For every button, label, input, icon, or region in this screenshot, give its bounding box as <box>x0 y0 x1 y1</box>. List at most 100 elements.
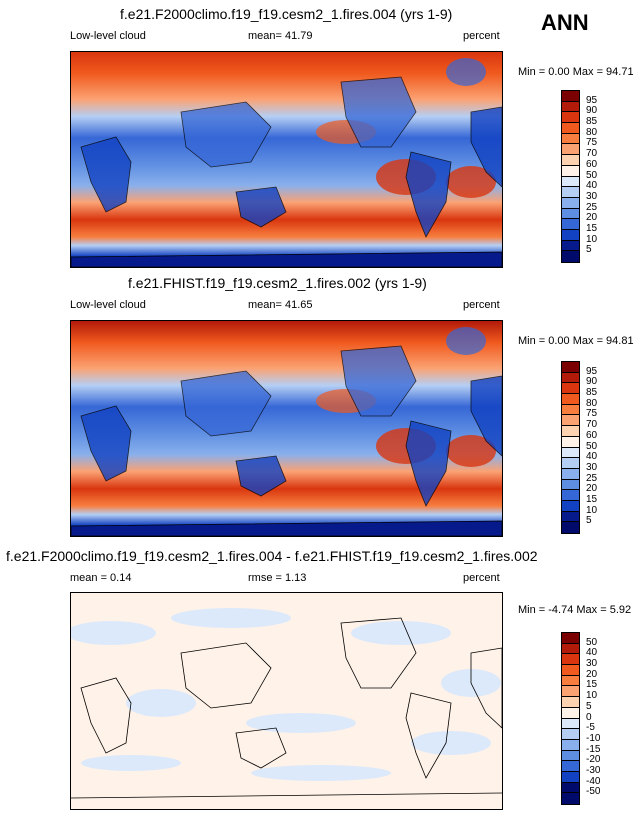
colorbar-swatch <box>562 447 579 459</box>
colorbar-tick-label: -30 <box>586 764 601 776</box>
colorbar-swatch <box>562 394 579 405</box>
colorbar-swatch <box>562 707 579 719</box>
colorbar-swatch <box>562 101 579 113</box>
colorbar-swatch <box>562 761 579 772</box>
colorbar-tick-label: 95 <box>586 365 598 377</box>
colorbar-tick-label: 70 <box>586 148 598 160</box>
colorbar-tick-label: 30 <box>586 190 598 202</box>
panel2-minmax-stats: Min = 0.00 Max = 94.81 <box>518 335 634 347</box>
colorbar-tick-label: -10 <box>586 732 601 744</box>
colorbar-tick-label: 60 <box>586 158 598 170</box>
colorbar-tick-label: 40 <box>586 451 598 463</box>
colorbar-tick-label: 80 <box>586 126 598 138</box>
colorbar-swatch <box>562 426 579 437</box>
colorbar-swatch <box>562 500 579 512</box>
colorbar-swatch <box>562 240 579 252</box>
colorbar-swatch <box>562 718 579 730</box>
panel2-title: f.e21.FHIST.f19_f19.cesm2_1.fires.002 (y… <box>128 275 427 291</box>
colorbar-tick-label: 85 <box>586 387 598 399</box>
panel2-map <box>70 320 503 537</box>
colorbar-tick-label: 15 <box>586 679 598 691</box>
colorbar-swatch <box>562 123 579 134</box>
colorbar-swatch <box>562 229 579 241</box>
colorbar-swatch <box>562 436 579 448</box>
colorbar-swatch <box>562 404 579 416</box>
colorbar-swatch <box>562 643 579 655</box>
colorbar-swatch <box>562 208 579 220</box>
colorbar-swatch <box>562 176 579 188</box>
colorbar-swatch <box>562 187 579 198</box>
panel1-title: f.e21.F2000climo.f19_f19.cesm2_1.fires.0… <box>120 6 453 22</box>
colorbar-tick-label: -15 <box>586 743 601 755</box>
colorbar-swatch <box>562 633 579 644</box>
colorbar-swatch <box>562 219 579 230</box>
panel1-map <box>70 51 503 268</box>
colorbar-swatch <box>562 372 579 384</box>
panel3-minmax-stats: Min = -4.74 Max = 5.92 <box>518 604 632 616</box>
colorbar-swatch <box>562 771 579 783</box>
colorbar-tick-label: 15 <box>586 222 598 234</box>
colorbar-tick-label: 10 <box>586 504 598 516</box>
colorbar-swatch <box>562 511 579 523</box>
panel3-units-label: percent <box>463 572 500 584</box>
colorbar-swatch <box>562 133 579 145</box>
colorbar-swatch <box>562 458 579 469</box>
colorbar-swatch <box>562 675 579 687</box>
colorbar-tick-label: 85 <box>586 116 598 128</box>
colorbar-tick-label: -50 <box>586 786 601 798</box>
panel1-minmax-stats: Min = 0.00 Max = 94.71 <box>518 66 634 78</box>
colorbar-swatch <box>562 750 579 762</box>
colorbar-tick-label: 5 <box>586 515 592 527</box>
colorbar-tick-label: 30 <box>586 461 598 473</box>
colorbar-tick-label: -40 <box>586 775 601 787</box>
colorbar-swatch <box>562 155 579 166</box>
colorbar-swatch <box>562 479 579 491</box>
colorbar-swatch <box>562 383 579 395</box>
colorbar-tick-label: 10 <box>586 233 598 245</box>
colorbar-swatch <box>562 91 579 102</box>
colorbar-tick-label: 25 <box>586 201 598 213</box>
colorbar-swatch <box>562 739 579 751</box>
colorbar-swatch <box>562 697 579 708</box>
colorbar-swatch <box>562 165 579 177</box>
panel2-mean-label: mean= 41.65 <box>248 299 313 311</box>
panel2-left-label: Low-level cloud <box>70 299 146 311</box>
colorbar-tick-label: 40 <box>586 180 598 192</box>
colorbar-swatch <box>562 468 579 480</box>
panel1-mean-label: mean= 41.79 <box>248 30 313 42</box>
colorbar-swatch <box>562 522 579 533</box>
panel2-units-label: percent <box>463 299 500 311</box>
colorbar-tick-label: 0 <box>586 711 592 723</box>
colorbar-swatch <box>562 362 579 373</box>
colorbar-swatch <box>562 686 579 698</box>
colorbar-swatch <box>562 665 579 676</box>
colorbar-swatch <box>562 490 579 501</box>
colorbar-tick-label: 30 <box>586 658 598 670</box>
colorbar-swatch <box>562 112 579 124</box>
panel3-rmse-label: rmse = 1.13 <box>248 572 307 584</box>
panel3-colorbar <box>561 632 580 805</box>
colorbar-tick-label: 90 <box>586 376 598 388</box>
colorbar-tick-label: 70 <box>586 419 598 431</box>
panel1-units-label: percent <box>463 30 500 42</box>
panel1-left-label: Low-level cloud <box>70 30 146 42</box>
colorbar-tick-label: 50 <box>586 440 598 452</box>
colorbar-swatch <box>562 197 579 209</box>
panel3-title: f.e21.F2000climo.f19_f19.cesm2_1.fires.0… <box>6 548 538 564</box>
colorbar-tick-label: -5 <box>586 722 595 734</box>
season-label: ANN <box>541 10 589 35</box>
colorbar-tick-label: 80 <box>586 397 598 409</box>
colorbar-swatch <box>562 793 579 804</box>
colorbar-tick-label: 25 <box>586 472 598 484</box>
colorbar-swatch <box>562 415 579 427</box>
colorbar-tick-label: 15 <box>586 493 598 505</box>
colorbar-tick-label: 75 <box>586 137 598 149</box>
colorbar-tick-label: 50 <box>586 169 598 181</box>
colorbar-swatch <box>562 654 579 666</box>
panel1-colorbar <box>561 90 580 263</box>
colorbar-tick-label: 5 <box>586 700 592 712</box>
panel3-mean-label: mean = 0.14 <box>70 572 132 584</box>
colorbar-tick-label: 20 <box>586 668 598 680</box>
colorbar-tick-label: -20 <box>586 754 601 766</box>
panel2-colorbar <box>561 361 580 534</box>
